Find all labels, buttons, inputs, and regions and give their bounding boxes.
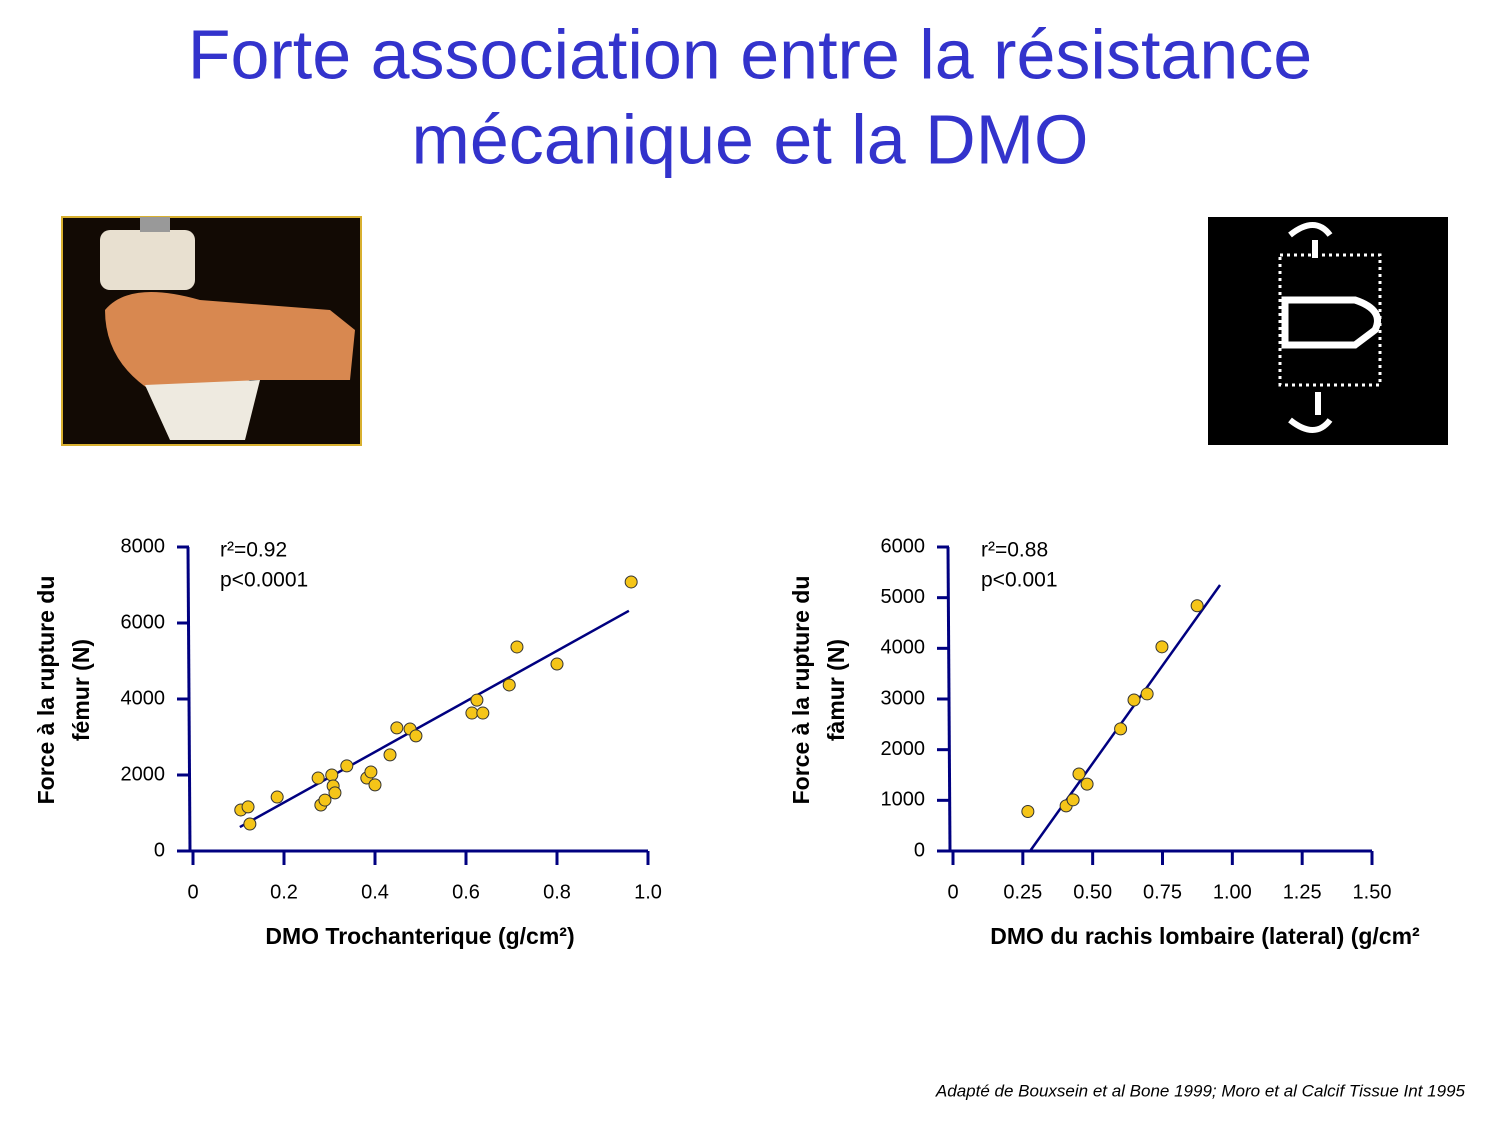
y-tick-label: 3000: [881, 687, 926, 709]
annotation: r²=0.88: [981, 539, 1048, 562]
y-tick-label: 4000: [881, 637, 926, 659]
x-axis-label: DMO du rachis lombaire (lateral) (g/cm²: [990, 923, 1420, 949]
data-point: [1190, 599, 1204, 613]
data-point: [241, 800, 255, 814]
annotation: p<0.0001: [220, 569, 308, 592]
fit-line: [239, 609, 630, 829]
data-point: [465, 706, 479, 720]
y-tick-label: 5000: [881, 586, 926, 608]
data-point: [550, 657, 564, 671]
y-tick-label: 6000: [881, 535, 926, 557]
annotation: p<0.001: [981, 569, 1058, 592]
y-tick-label: 0: [154, 839, 165, 861]
x-tick-label: 1.0: [634, 881, 662, 903]
slide-title: mécanique et la DMO: [412, 100, 1089, 178]
y-tick-label: 8000: [121, 535, 166, 557]
x-tick-label: 0.4: [361, 881, 389, 903]
y-tick-label: 2000: [881, 738, 926, 760]
y-tick-label: 4000: [121, 687, 166, 709]
data-point: [1072, 767, 1086, 781]
x-tick-label: 0.25: [1003, 881, 1042, 903]
data-point: [243, 817, 257, 831]
data-point: [270, 790, 284, 804]
y-tick-label: 6000: [121, 611, 166, 633]
y-axis-label: fémur (N): [68, 639, 94, 741]
fit-line: [1029, 584, 1222, 852]
x-tick-label: 0.2: [270, 881, 298, 903]
data-point: [470, 693, 484, 707]
data-point: [409, 729, 423, 743]
data-point: [325, 768, 339, 782]
y-axis-label: fàmur (N): [823, 639, 849, 741]
data-point: [1021, 804, 1035, 818]
x-tick-label: 1.25: [1283, 881, 1322, 903]
x-tick-label: 0.75: [1143, 881, 1182, 903]
slide-title: Forte association entre la résistance: [188, 15, 1312, 93]
x-tick-label: 0: [187, 881, 198, 903]
x-tick-label: 0: [947, 881, 958, 903]
data-point: [510, 640, 524, 654]
annotation: r²=0.92: [220, 539, 287, 562]
data-point: [383, 748, 397, 762]
data-point: [1140, 687, 1154, 701]
x-tick-label: 1.00: [1213, 881, 1252, 903]
x-tick-label: 0.50: [1073, 881, 1112, 903]
y-tick-label: 0: [914, 839, 925, 861]
data-point: [368, 778, 382, 792]
data-point: [318, 793, 332, 807]
femur-photo: [61, 216, 362, 446]
data-point: [624, 575, 638, 589]
data-point: [340, 759, 354, 773]
vertebra-diagram: [1208, 217, 1448, 445]
y-axis-label: Force à la rupture du: [788, 576, 814, 805]
citation: Adapté de Bouxsein et al Bone 1999; Moro…: [935, 1081, 1466, 1100]
y-axis-label: Force à la rupture du: [33, 576, 59, 805]
data-point: [1155, 640, 1169, 654]
data-point: [311, 771, 325, 785]
x-axis-label: DMO Trochanterique (g/cm²): [265, 923, 574, 949]
data-point: [1114, 722, 1128, 736]
data-point: [1066, 793, 1080, 807]
data-point: [476, 706, 490, 720]
y-tick-label: 2000: [121, 763, 166, 785]
y-tick-label: 1000: [881, 789, 926, 811]
x-tick-label: 0.8: [543, 881, 571, 903]
data-point: [1127, 693, 1141, 707]
x-tick-label: 0.6: [452, 881, 480, 903]
data-point: [390, 721, 404, 735]
data-point: [502, 678, 516, 692]
data-point: [1080, 777, 1094, 791]
x-tick-label: 1.50: [1353, 881, 1392, 903]
data-point: [364, 765, 378, 779]
data-point: [328, 786, 342, 800]
